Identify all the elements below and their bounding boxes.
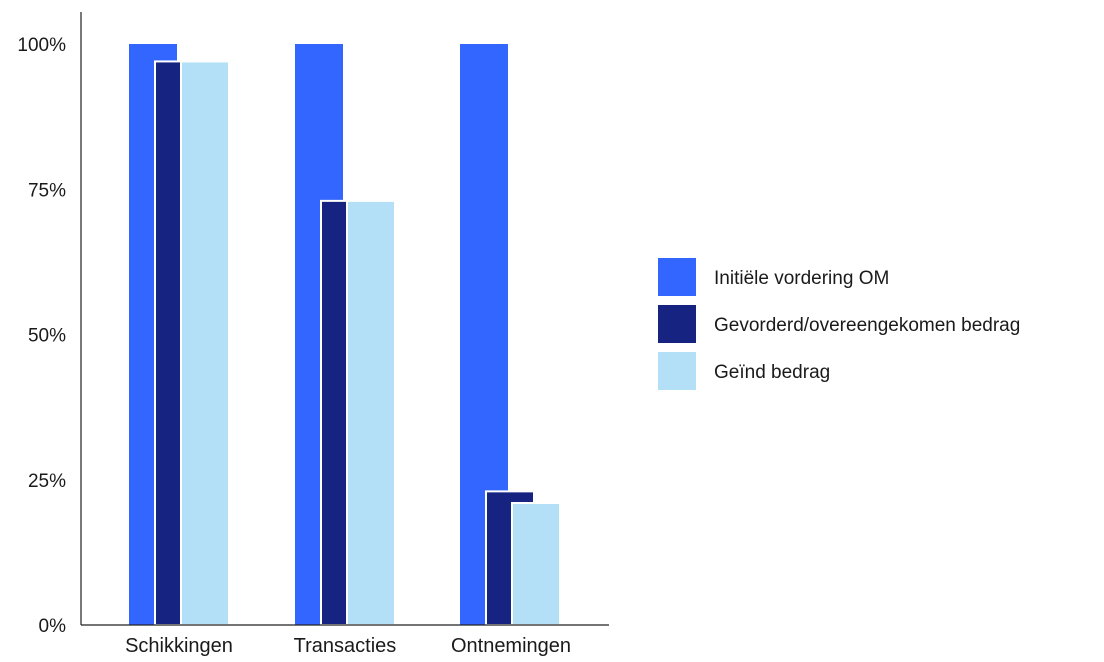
bar-schikkingen-series-3 (180, 60, 230, 627)
bars-layer (129, 44, 561, 627)
axes-layer (80, 12, 609, 626)
legend-item: Gevorderd/overeengekomen bedrag (658, 305, 1020, 343)
x-category-label: Ontnemingen (451, 635, 571, 657)
legend-swatch (658, 352, 696, 390)
bar-ontnemingen-series-3 (511, 501, 561, 626)
y-tick-label: 50% (28, 326, 66, 347)
legend-swatch (658, 258, 696, 296)
bar-transacties-series-3 (346, 199, 396, 626)
y-tick-label: 25% (28, 471, 66, 492)
y-tick-label: 100% (17, 35, 66, 56)
legend-label: Gevorderd/overeengekomen bedrag (714, 315, 1020, 336)
legend-item: Geïnd bedrag (658, 352, 830, 390)
legend-swatch (658, 305, 696, 343)
y-tick-label: 0% (39, 616, 67, 637)
legend: Initiële vordering OM Gevorderd/overeenge… (658, 258, 1020, 390)
y-tick-label: 75% (28, 180, 66, 201)
labels-layer: 0% 25% 50% 75% 100% Schikkingen Transacties Ont… (17, 35, 571, 657)
x-category-label: Schikkingen (125, 635, 233, 657)
legend-label: Initiële vordering OM (714, 268, 889, 289)
legend-item: Initiële vordering OM (658, 258, 889, 296)
x-category-label: Transacties (294, 635, 397, 657)
legend-label: Geïnd bedrag (714, 362, 830, 383)
